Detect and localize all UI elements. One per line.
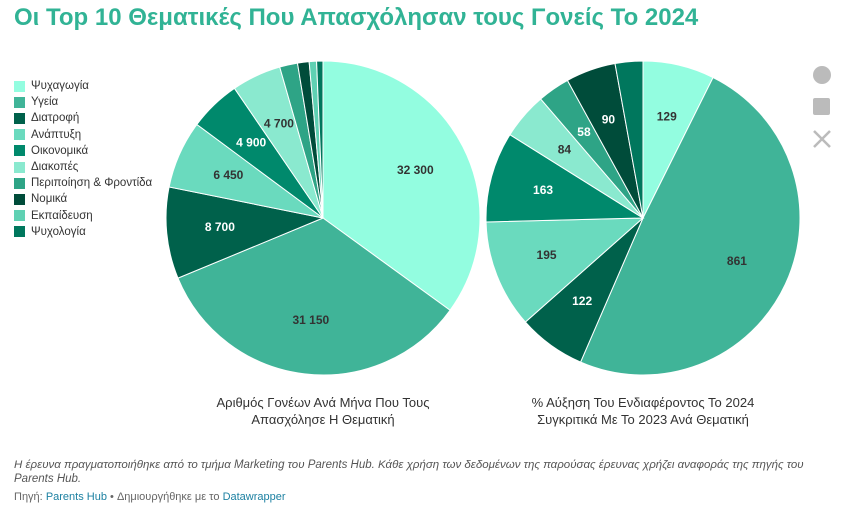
pie-slice (614, 60, 644, 219)
legend-swatch (14, 112, 25, 124)
legend-label: Οικονομικά (31, 144, 89, 157)
legend-item: Ανάπτυξη (14, 127, 152, 143)
x-icon[interactable] (813, 130, 831, 148)
legend-swatch (14, 193, 25, 205)
legend-item: Εκπαίδευση (14, 208, 152, 224)
value-label: 4 700 (264, 116, 294, 130)
legend-item: Νομικά (14, 191, 152, 207)
legend-label: Διατροφή (31, 112, 80, 125)
legend-swatch (14, 161, 25, 173)
legend-label: Ψυχαγωγία (31, 80, 89, 93)
value-label: 195 (537, 248, 557, 262)
value-label: 122 (572, 294, 592, 308)
chart: 32 300 31 150 8 700 6 450 4 900 4 700 129 861 12… (165, 60, 831, 376)
value-label: 129 (657, 109, 677, 123)
facebook-icon[interactable] (813, 66, 831, 84)
value-label: 90 (602, 113, 616, 127)
value-label: 8 700 (205, 220, 235, 234)
legend-item: Ψυχολογία (14, 224, 152, 240)
pie-slice (165, 186, 325, 279)
legend-swatch (14, 226, 25, 238)
legend: Ψυχαγωγία Υγεία Διατροφή Ανάπτυξη Οικονομικά… (14, 78, 152, 240)
pie-slice (177, 217, 451, 376)
pie-slice (485, 133, 645, 223)
legend-label: Ανάπτυξη (31, 128, 82, 141)
value-label: 58 (577, 125, 591, 139)
legend-swatch (14, 177, 25, 189)
share-icons[interactable] (813, 66, 831, 148)
legend-label: Νομικά (31, 193, 68, 206)
source-label: Πηγή: (14, 491, 43, 503)
pie-slice (322, 60, 481, 311)
pie-slice (316, 60, 324, 219)
pie-caption: Αριθμός Γονέων Ανά Μήνα Που Τους Απασχόλ… (216, 395, 430, 427)
legend-item: Οικονομικά (14, 143, 152, 159)
legend-item: Διατροφή (14, 110, 152, 126)
legend-label: Περιποίηση & Φροντίδα (31, 177, 153, 190)
legend-item: Ψυχαγωγία (14, 78, 152, 94)
value-label: 4 900 (236, 135, 266, 149)
legend-label: Εκπαίδευση (31, 209, 93, 222)
legend-label: Ψυχολογία (31, 225, 86, 238)
legend-swatch (14, 129, 25, 141)
legend-swatch (14, 210, 25, 222)
legend-item: Περιποίηση & Φροντίδα (14, 175, 152, 191)
legend-label: Διακοπές (31, 161, 79, 174)
legend-label: Υγεία (31, 96, 59, 109)
value-label: 32 300 (397, 163, 434, 177)
value-label: 31 150 (293, 313, 330, 327)
value-label: 163 (533, 183, 553, 197)
value-label: 861 (727, 254, 747, 268)
source-link[interactable]: Parents Hub (45, 491, 107, 503)
value-label: 84 (558, 143, 572, 157)
value-label: 6 450 (213, 168, 243, 182)
legend-item: Υγεία (14, 94, 152, 110)
source: Πηγή: Parents Hub • Δημιουργήθηκε με το … (14, 491, 286, 503)
legend-swatch (14, 80, 25, 92)
pie-slice (485, 217, 645, 323)
tool-link[interactable]: Datawrapper (222, 491, 286, 503)
legend-swatch (14, 145, 25, 157)
legend-item: Διακοπές (14, 159, 152, 175)
legend-swatch (14, 96, 25, 108)
linkedin-icon[interactable] (813, 98, 830, 115)
chart-title: Οι Top 10 Θεματικές Που Απασχόλησαν τους… (14, 4, 699, 31)
note: Η έρευνα πραγματοποιήθηκε από το τμήμα M… (14, 459, 804, 485)
pie-slice (579, 76, 801, 376)
made-with: • Δημιουργήθηκε με το (110, 491, 220, 503)
pie-caption: % Αύξηση Του Ενδιαφέροντος Το 2024 Συγκρ… (531, 395, 755, 427)
